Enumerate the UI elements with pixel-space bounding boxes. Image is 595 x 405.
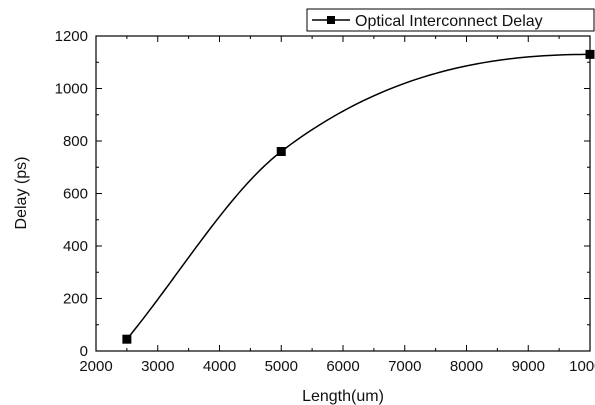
x-tick-labels: 2000 3000 4000 5000 6000 7000 8000 9000 10000: [79, 358, 595, 375]
x-tick-label: 10000: [569, 358, 595, 375]
legend-marker: [327, 16, 335, 24]
x-tick-label: 9000: [512, 358, 545, 375]
data-markers: [122, 50, 594, 344]
x-tick-label: 4000: [203, 358, 236, 375]
x-tick-label: 3000: [141, 358, 174, 375]
x-tick-label: 6000: [326, 358, 359, 375]
x-tick-label: 2000: [79, 358, 112, 375]
plot-frame: [96, 36, 590, 351]
y-tick-label: 1200: [55, 28, 88, 45]
x-tick-label: 7000: [388, 358, 421, 375]
legend: Optical Interconnect Delay: [307, 9, 594, 31]
x-tick-label: 8000: [450, 358, 483, 375]
y-tick-label: 200: [63, 291, 88, 308]
x-axis-title: Length(um): [302, 388, 384, 405]
y-tick-labels: 0 200 400 600 800 1000 1200: [55, 28, 88, 360]
data-point: [586, 50, 595, 59]
data-point: [277, 147, 286, 156]
y-axis-title: Delay (ps): [13, 157, 30, 230]
y-tick-label: 600: [63, 186, 88, 203]
data-point: [122, 335, 131, 344]
x-tick-label: 5000: [265, 358, 298, 375]
legend-label: Optical Interconnect Delay: [355, 13, 543, 30]
tick-marks: [96, 36, 590, 351]
y-tick-label: 0: [80, 343, 88, 360]
y-tick-label: 400: [63, 238, 88, 255]
y-tick-label: 1000: [55, 81, 88, 98]
delay-curve: [127, 54, 590, 339]
y-tick-label: 800: [63, 133, 88, 150]
